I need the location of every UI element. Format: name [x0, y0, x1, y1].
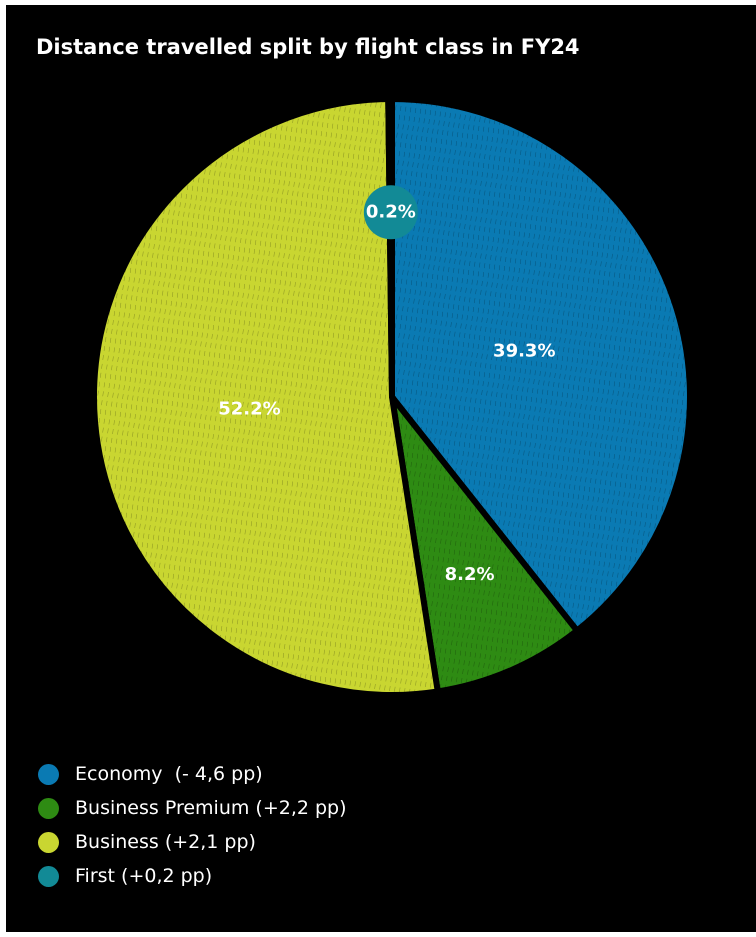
legend-label-first: First (+0,2 pp) [75, 865, 213, 887]
legend-swatch-business [38, 831, 59, 853]
pie-label-business-premium: 8.2% [445, 564, 495, 585]
legend-swatch-first [38, 865, 59, 887]
pie-chart: 39.3% 8.2% 52.2% 0.2% [91, 96, 693, 698]
pie-hatching [94, 99, 690, 696]
pie-slice-hatch-economy [392, 99, 690, 631]
legend-item-first: First (+0,2 pp) [38, 859, 347, 893]
legend-item-economy: Economy (- 4,6 pp) [38, 757, 347, 791]
pie-label-badge-first [363, 185, 418, 240]
legend: Economy (- 4,6 pp) Business Premium (+2,… [38, 757, 347, 893]
pie-slice-hatch-business-premium [392, 397, 578, 692]
legend-label-economy: Economy (- 4,6 pp) [75, 763, 263, 785]
legend-item-business-premium: Business Premium (+2,2 pp) [38, 791, 347, 825]
legend-swatch-business-premium [38, 797, 59, 819]
pie-label-economy: 39.3% [493, 340, 555, 361]
chart-title: Distance travelled split by flight class… [36, 35, 580, 59]
legend-swatch-economy [38, 763, 59, 785]
pie-label-first: 0.2% [366, 202, 416, 223]
pie-slice-hatch-first [388, 99, 392, 397]
legend-item-business: Business (+2,1 pp) [38, 825, 347, 859]
legend-label-business-premium: Business Premium (+2,2 pp) [75, 797, 347, 819]
pie-label-business: 52.2% [218, 398, 280, 419]
chart-panel: Distance travelled split by flight class… [6, 5, 756, 932]
pie-labels: 39.3% 8.2% 52.2% 0.2% [218, 185, 556, 585]
pie-slice-hatch-business [94, 99, 438, 696]
legend-label-business: Business (+2,1 pp) [75, 831, 256, 853]
